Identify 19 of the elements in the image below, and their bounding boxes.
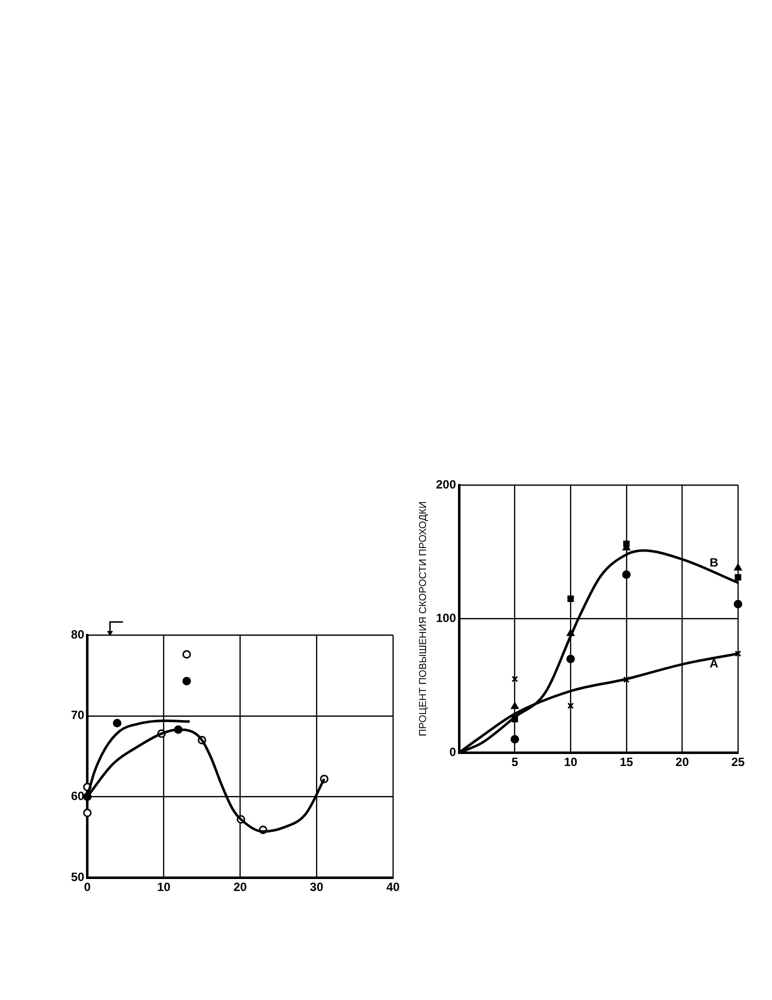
x-tick-label: 15 — [620, 755, 634, 770]
x-tick-label: 10 — [157, 880, 171, 894]
y-axis-title: ПРОЦЕНТ ПОВЫШЕНИЯ СКОРОСТИ ПРОХОДКИ — [418, 501, 429, 736]
y-tick-label: 70 — [70, 708, 85, 722]
x-tick-label: 40 — [386, 880, 400, 894]
y-tick-label: 100 — [436, 611, 456, 626]
y-tick-label: 60 — [70, 789, 85, 804]
y-tick-label: 200 — [436, 477, 456, 492]
x-tick-label: 20 — [676, 755, 690, 770]
x-tick-label: 25 — [731, 755, 745, 770]
series-label: B — [710, 556, 719, 570]
x-tick-label: 30 — [310, 880, 324, 894]
series-label: A — [710, 656, 719, 671]
x-tick-label: 20 — [233, 880, 248, 894]
x-tick-label: 10 — [564, 755, 578, 770]
y-tick-label: 50 — [70, 870, 85, 884]
x-tick-label: 5 — [511, 755, 518, 770]
y-tick-label: 80 — [70, 627, 85, 642]
y-tick-label: 0 — [449, 744, 456, 759]
